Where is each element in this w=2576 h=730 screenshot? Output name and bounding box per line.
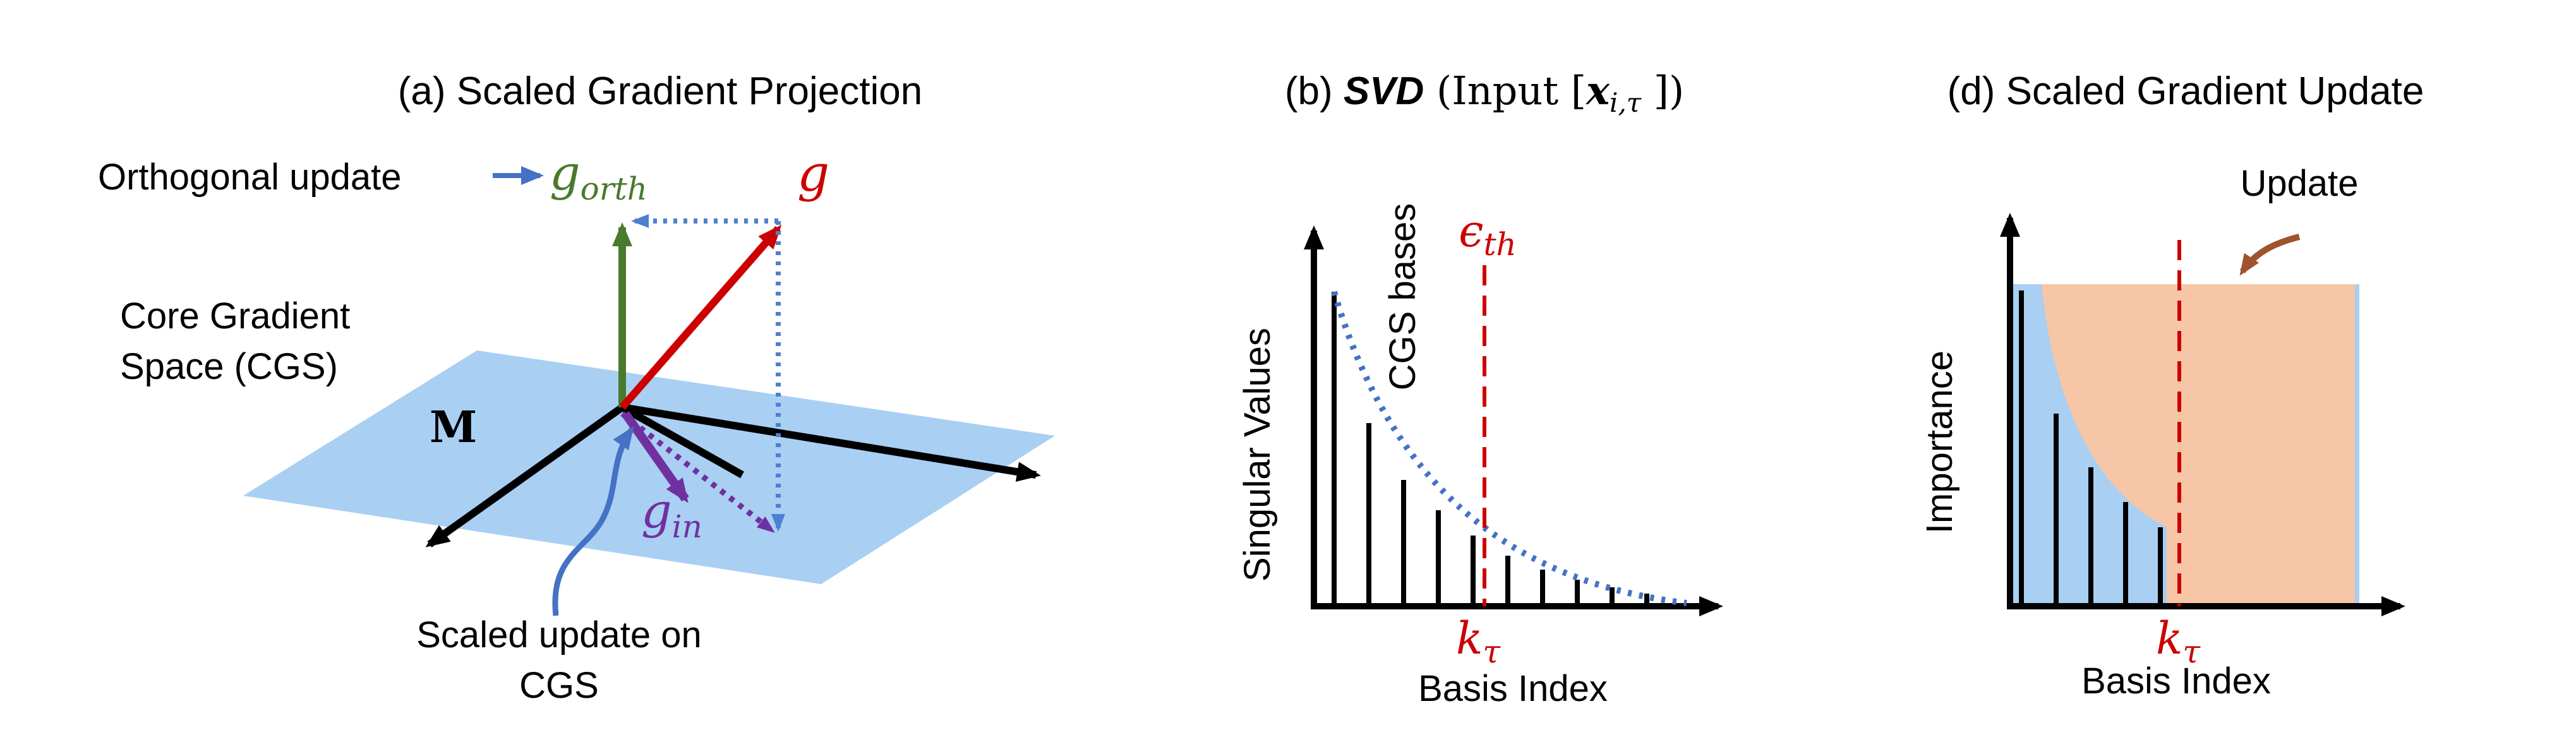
m-label: M <box>430 402 477 453</box>
panel-d-title: (d) Scaled Gradient Update <box>1947 69 2424 113</box>
g-arrow <box>619 224 782 410</box>
panel-b-title: (b) SVD (Input [xi,τ ]) <box>1285 68 1684 118</box>
panel-d-bars <box>2019 290 2163 605</box>
axis-left <box>425 404 625 548</box>
panel-d-orange-region <box>2042 284 2355 603</box>
panel-b-xlabel: Basis Index <box>1418 668 1608 709</box>
panel-a-title: (a) Scaled Gradient Projection <box>398 69 923 113</box>
scaled-update-line1: Scaled update on <box>416 614 701 655</box>
g-label: g <box>797 144 829 203</box>
g-orth-label: gorth <box>550 145 647 207</box>
panel-b-bars <box>1332 292 1649 605</box>
orthogonal-update-label: Orthogonal update <box>98 157 401 198</box>
cgs-plane <box>243 350 1055 584</box>
panel-b: (b) SVD (Input [xi,τ ]) ϵth Singular Val… <box>1237 68 1723 709</box>
panel-d-orange-curve <box>2042 284 2186 603</box>
scaled-update-curve <box>552 426 634 616</box>
cgs-label-line2: Space (CGS) <box>120 346 338 387</box>
cgs-label-line1: Core Gradient <box>120 296 350 337</box>
update-arrow <box>2239 234 2301 276</box>
scaled-update-line2: CGS <box>519 665 599 706</box>
panel-a: (a) Scaled Gradient Projection Orthogona… <box>98 69 1055 706</box>
update-label: Update <box>2240 163 2358 204</box>
panel-d-xlabel: Basis Index <box>2081 661 2271 702</box>
panel-b-decay-curve <box>1331 290 1687 606</box>
cgs-bases-label: CGS bases <box>1382 203 1423 391</box>
panel-b-k-label: kτ <box>1456 613 1501 670</box>
epsilon-label: ϵth <box>1459 205 1517 263</box>
g-in-label: gin <box>641 482 702 545</box>
panel-b-ylabel: Singular Values <box>1237 328 1278 582</box>
axis-right <box>622 404 1041 482</box>
panel-d-k-label: kτ <box>2156 613 2201 670</box>
g-in-arrow <box>622 410 689 503</box>
axis-inner <box>620 404 744 479</box>
panel-d: (d) Scaled Gradient Update Update Import… <box>1919 69 2424 702</box>
panel-d-ylabel: Importance <box>1919 350 1960 534</box>
g-in-dotted <box>620 411 775 533</box>
